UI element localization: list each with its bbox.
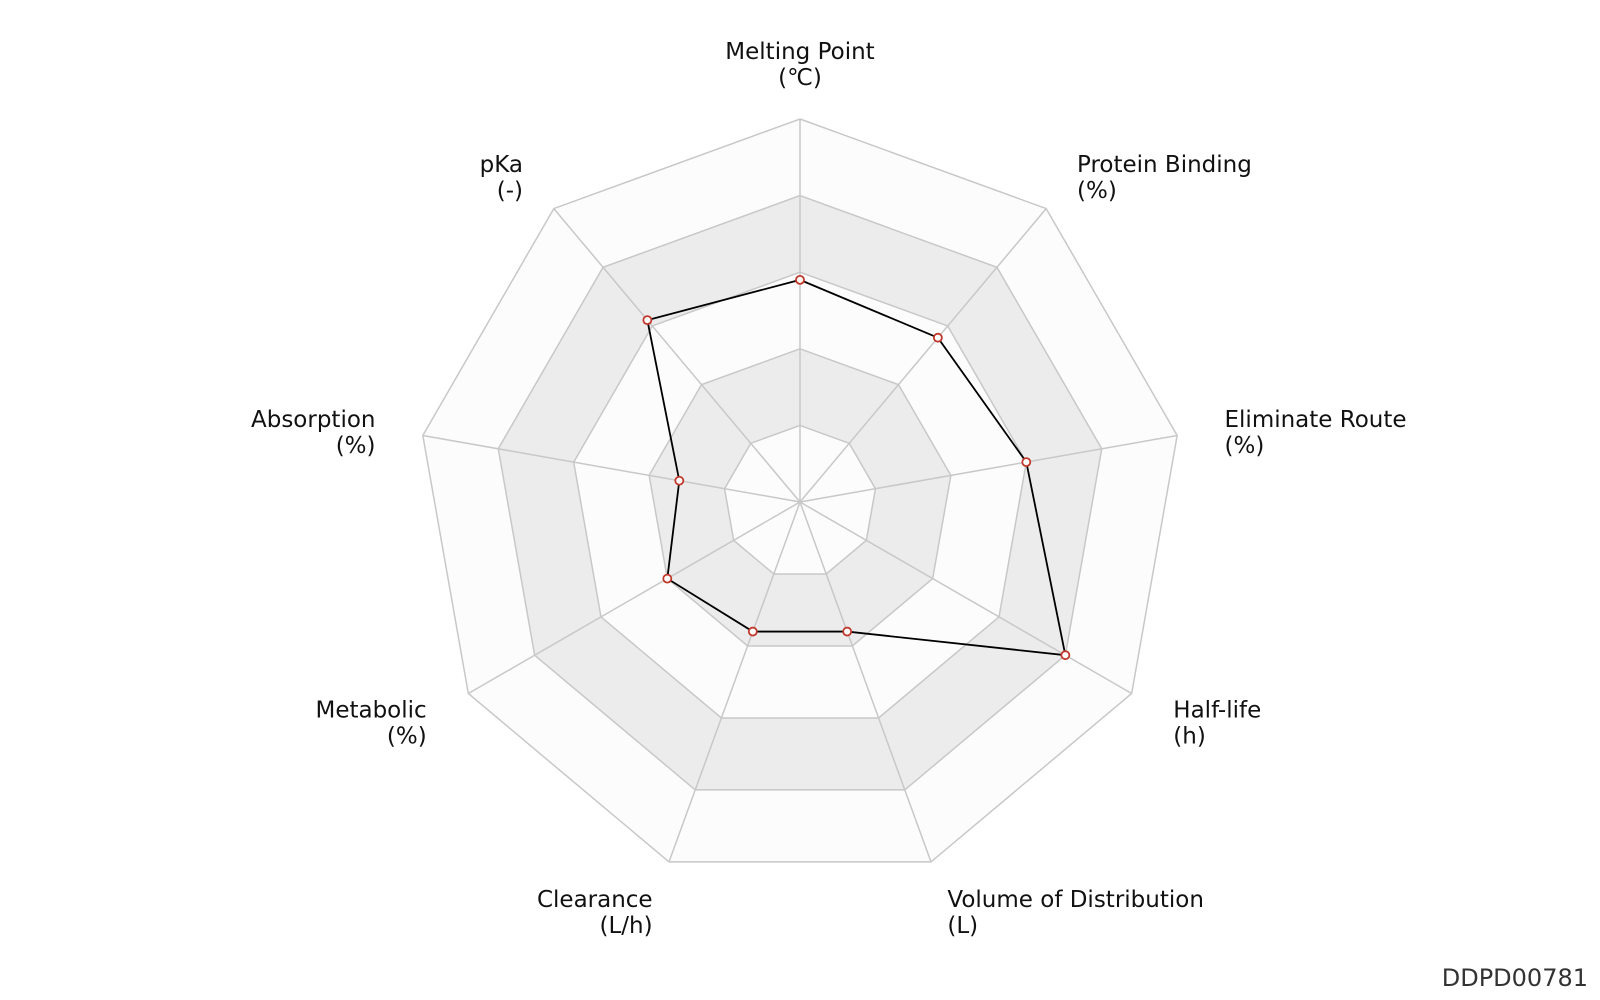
axis-label-unit: (L/h) xyxy=(600,913,653,939)
axis-label-unit: (℃) xyxy=(778,65,822,91)
axis-label-unit: (%) xyxy=(1225,433,1265,459)
axis-label-unit: (L) xyxy=(947,913,978,939)
data-point-7 xyxy=(674,475,685,486)
radar-axis-labels: Melting Point (℃)Protein Binding (%)Elimin… xyxy=(251,39,1407,939)
axis-label-name: Clearance xyxy=(537,887,653,913)
chart-id-watermark: DDPD00781 xyxy=(1441,964,1588,992)
axis-label-2: Eliminate Route (%) xyxy=(1225,407,1407,459)
axis-label-3: Half-life (h) xyxy=(1173,698,1261,750)
radar-series xyxy=(642,274,1071,661)
axis-label-1: Protein Binding (%) xyxy=(1077,152,1252,204)
axis-label-name: Melting Point xyxy=(725,39,874,65)
spoke-3 xyxy=(799,501,1133,695)
spoke-7 xyxy=(422,434,801,503)
spoke-1 xyxy=(799,208,1047,503)
data-point-4 xyxy=(842,626,853,637)
axis-label-7: Absorption (%) xyxy=(251,407,376,459)
data-point-3 xyxy=(1060,650,1071,661)
data-point-6 xyxy=(662,573,673,584)
axis-label-name: pKa xyxy=(480,152,523,178)
axis-label-8: pKa (-) xyxy=(480,152,523,204)
spoke-5 xyxy=(668,501,801,863)
data-point-8 xyxy=(642,315,653,326)
axis-label-name: Volume of Distribution xyxy=(947,887,1204,913)
spoke-6 xyxy=(467,501,801,695)
spoke-2 xyxy=(799,434,1178,503)
axis-label-4: Volume of Distribution (L) xyxy=(947,887,1204,939)
radar-spokes xyxy=(422,119,1178,863)
spoke-8 xyxy=(553,208,801,503)
axis-label-name: Metabolic xyxy=(315,698,426,724)
data-point-5 xyxy=(747,626,758,637)
axis-label-name: Absorption xyxy=(251,407,376,433)
axis-label-name: Eliminate Route xyxy=(1225,407,1407,433)
data-point-2 xyxy=(1021,457,1032,468)
axis-label-unit: (%) xyxy=(387,724,427,750)
axis-label-6: Metabolic (%) xyxy=(315,698,426,750)
series-line xyxy=(646,278,1067,657)
axis-label-unit: (-) xyxy=(497,178,523,204)
axis-label-unit: (%) xyxy=(336,433,376,459)
axis-label-unit: (%) xyxy=(1077,178,1117,204)
axis-label-name: Half-life xyxy=(1173,698,1261,724)
data-point-1 xyxy=(932,332,943,343)
axis-label-unit: (h) xyxy=(1173,724,1206,750)
axis-label-name: Protein Binding xyxy=(1077,152,1252,178)
spoke-4 xyxy=(799,501,932,863)
axis-label-0: Melting Point (℃) xyxy=(725,39,874,91)
axis-label-5: Clearance (L/h) xyxy=(537,887,653,939)
data-point-0 xyxy=(795,274,805,285)
